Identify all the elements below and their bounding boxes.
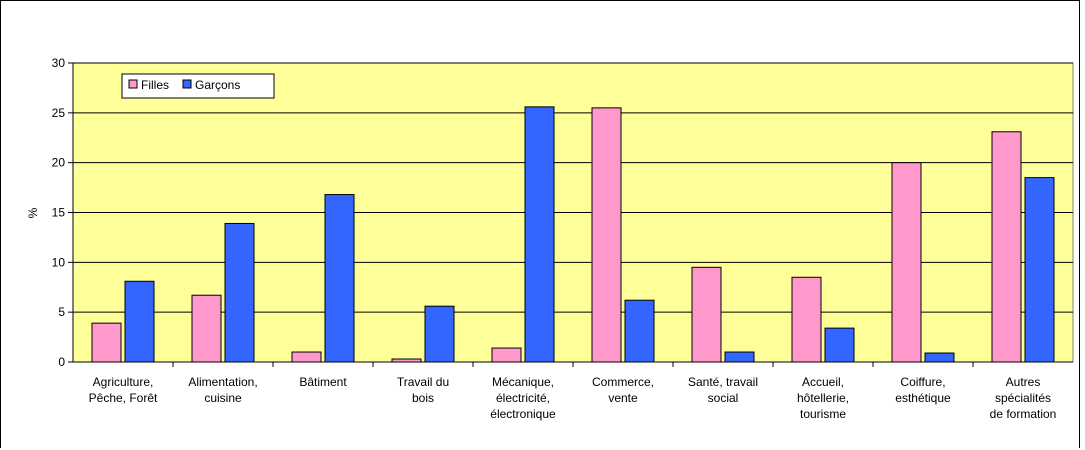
- x-tick-label-line: Santé, travail: [688, 375, 758, 389]
- x-tick-label: Commerce, vente: [592, 375, 654, 405]
- legend-swatch-garcons: [182, 79, 192, 89]
- y-tick-label: 5: [58, 305, 65, 319]
- axes: [72, 63, 1073, 367]
- x-tick-label-line: Commerce,: [592, 375, 654, 389]
- x-tick-label-line: Autres: [1006, 375, 1041, 389]
- y-tick-label: 20: [52, 156, 66, 170]
- x-tick-label-line: spécialités: [995, 391, 1051, 405]
- bar-garcons: [224, 222, 255, 363]
- bar-filles: [491, 347, 522, 363]
- y-tick-label: 15: [52, 206, 66, 220]
- y-axis-label: %: [26, 207, 40, 218]
- x-tick-label-line: cuisine: [204, 391, 242, 405]
- x-axis-labels: Agriculture, Pêche, Forêt Alimentation, cui…: [89, 375, 1057, 421]
- bar-filles: [291, 351, 322, 363]
- x-tick-label-line: Mécanique,: [492, 375, 554, 389]
- y-tick-label: 30: [52, 56, 66, 70]
- bar-garcons: [924, 352, 955, 363]
- x-tick-label: Santé, travail social: [688, 375, 758, 405]
- x-tick-label-line: Travail du: [397, 375, 449, 389]
- x-tick-label-line: électronique: [490, 407, 556, 421]
- legend: Filles Garçons: [121, 73, 275, 99]
- x-tick-label-line: Accueil,: [802, 375, 844, 389]
- bar-garcons: [724, 351, 755, 363]
- bar-garcons: [824, 327, 855, 363]
- bar-filles: [191, 294, 222, 363]
- x-tick-label: Agriculture, Pêche, Forêt: [89, 375, 158, 405]
- x-tick-label: Accueil, hôtellerie, tourisme: [797, 375, 849, 421]
- bar-filles: [991, 131, 1022, 363]
- x-tick-label: Alimentation, cuisine: [188, 375, 257, 405]
- bar-filles: [791, 276, 822, 363]
- legend-label: Garçons: [195, 78, 240, 92]
- x-tick-label-line: Agriculture,: [93, 375, 154, 389]
- x-tick-label-line: vente: [608, 391, 638, 405]
- bar-garcons: [124, 280, 155, 363]
- x-tick-label-line: tourisme: [800, 407, 846, 421]
- x-tick-label-line: Coiffure,: [900, 375, 945, 389]
- bars: [91, 106, 1055, 363]
- legend-label: Filles: [141, 78, 169, 92]
- y-tick-label: 0: [58, 355, 65, 369]
- x-tick-label: Autres spécialités de formation: [990, 375, 1057, 421]
- legend-box: [121, 73, 275, 99]
- x-tick-label: Mécanique, électricité, électronique: [490, 375, 556, 421]
- bar-filles: [591, 107, 622, 363]
- x-tick-label: Coiffure, esthétique: [895, 375, 951, 405]
- bar-garcons: [424, 305, 455, 363]
- x-tick-label-line: esthétique: [895, 391, 951, 405]
- bar-garcons: [624, 299, 655, 363]
- x-tick-label-line: électricité,: [496, 391, 550, 405]
- bar-filles: [891, 162, 922, 363]
- bar-garcons: [324, 194, 355, 363]
- x-tick-label-line: Alimentation,: [188, 375, 257, 389]
- x-tick-label: Travail du bois: [397, 375, 449, 405]
- x-tick-label-line: Bâtiment: [299, 375, 347, 389]
- y-tick-label: 25: [52, 106, 66, 120]
- bar-filles: [91, 322, 122, 363]
- bar-filles: [691, 266, 722, 363]
- x-tick-label: Bâtiment: [299, 375, 347, 389]
- bar-garcons: [1024, 177, 1055, 363]
- x-tick-label-line: bois: [412, 391, 434, 405]
- y-tick-label: 10: [52, 255, 66, 269]
- x-tick-label-line: social: [708, 391, 739, 405]
- legend-swatch-filles: [128, 79, 138, 89]
- bar-garcons: [524, 106, 555, 363]
- x-tick-label-line: Pêche, Forêt: [89, 391, 158, 405]
- x-tick-label-line: hôtellerie,: [797, 391, 849, 405]
- y-axis-ticks: 0 5 10 15 20 25 30: [52, 56, 73, 369]
- x-tick-label-line: de formation: [990, 407, 1057, 421]
